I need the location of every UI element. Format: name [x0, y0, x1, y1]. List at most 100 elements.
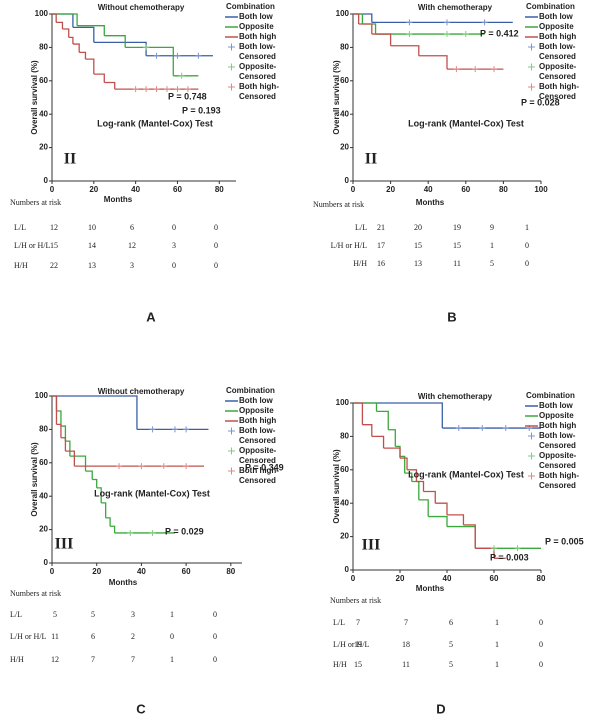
- panel-label: D: [436, 701, 445, 716]
- annotation: P = 0.029: [165, 526, 204, 536]
- survival-step: [423, 490, 436, 504]
- x-axis-label: Months: [104, 195, 133, 204]
- legend-entry: Opposite-Censored: [524, 62, 591, 82]
- legend-entry: Opposite: [224, 406, 291, 416]
- risk-count: 0: [213, 610, 217, 619]
- legend-entry: Both high: [524, 421, 591, 431]
- legend-entry: Opposite: [524, 22, 591, 32]
- legend-entry: Opposite-Censored: [224, 446, 291, 466]
- survival-step: [52, 13, 57, 23]
- legend-swatch: [225, 410, 238, 412]
- legend-entry: Opposite: [224, 22, 291, 32]
- risk-count: 9: [490, 223, 494, 232]
- y-tick-label: 60: [340, 465, 349, 474]
- risk-count: 13: [88, 261, 96, 270]
- y-tick-label: 20: [39, 143, 48, 152]
- censor-mark: [174, 86, 181, 93]
- survival-step: [110, 525, 116, 533]
- survival-step: [418, 55, 448, 70]
- survival-step: [407, 469, 418, 482]
- survival-step: [79, 51, 87, 60]
- chart-title: Without chemotherapy: [98, 3, 185, 12]
- legend-swatch: [528, 83, 535, 91]
- legend-label: Opposite: [239, 406, 274, 415]
- survival-step: [400, 457, 408, 470]
- y-tick-label: 20: [39, 525, 48, 534]
- risk-count: 1: [170, 655, 174, 664]
- panel-label: C: [136, 701, 146, 716]
- x-tick-label: 0: [351, 574, 356, 583]
- legend-label: Opposite-Censored: [239, 62, 277, 81]
- legend-entry: Both low-Censored: [224, 426, 291, 446]
- legend-swatch: [225, 36, 238, 38]
- legend-entry: Both low: [224, 12, 291, 22]
- chart-title: With chemotherapy: [418, 392, 493, 401]
- survival-step: [371, 435, 385, 449]
- x-tick-label: 80: [226, 567, 235, 576]
- survival-step: [353, 13, 364, 25]
- x-tick-label: 20: [92, 567, 101, 576]
- risk-count: 11: [51, 632, 59, 641]
- censor-mark: [183, 426, 190, 433]
- survival-step: [353, 402, 378, 412]
- x-tick-label: 80: [499, 185, 508, 194]
- legend-entry: Both high-Censored: [524, 471, 591, 491]
- survival-step: [362, 23, 377, 35]
- legend-label: Both low-Censored: [539, 42, 576, 61]
- legend: Combination Both low Opposite Both high Both…: [524, 391, 591, 491]
- legend-entry: Both low-Censored: [524, 431, 591, 451]
- y-tick-label: 60: [39, 76, 48, 85]
- risk-count: 5: [449, 640, 453, 649]
- annotation: Log-rank (Mantel-Cox) Test: [94, 488, 210, 498]
- legend-entry: Opposite-Censored: [224, 62, 291, 82]
- panel-label: A: [146, 309, 156, 324]
- censor-mark: [132, 86, 139, 93]
- risk-count: 15: [453, 241, 461, 250]
- survival-step: [65, 440, 71, 457]
- y-axis-label: Overall survival (%): [332, 449, 341, 524]
- x-tick-label: 0: [50, 567, 55, 576]
- legend-symbol: [228, 447, 235, 455]
- risk-count: 1: [495, 660, 499, 669]
- legend-label: Both high: [239, 32, 277, 41]
- annotation: P = 0.748: [168, 91, 207, 101]
- x-tick-label: 80: [537, 574, 546, 583]
- x-tick-label: 60: [182, 567, 191, 576]
- risk-count: 5: [91, 610, 95, 619]
- risk-count: 6: [449, 618, 453, 627]
- risk-row-label: L/H or H/L: [10, 632, 47, 641]
- y-axis-label: Overall survival (%): [332, 60, 341, 135]
- legend-entry: Both low-Censored: [224, 42, 291, 62]
- censor-mark: [491, 66, 497, 73]
- risk-count: 15: [50, 241, 58, 250]
- legend-title: Combination: [226, 386, 275, 395]
- legend-entry: Both low: [224, 396, 291, 406]
- risk-count: 12: [51, 655, 59, 664]
- legend-label: Both high-Censored: [239, 82, 279, 101]
- annotation: P = 0.349: [245, 462, 284, 472]
- y-tick-label: 80: [39, 43, 48, 52]
- censor-mark: [462, 31, 469, 38]
- risk-count: 18: [402, 640, 410, 649]
- legend-swatch: [525, 415, 538, 417]
- legend-swatch: [228, 447, 235, 455]
- legend-label: Both high-Censored: [539, 82, 579, 101]
- x-tick-label: 80: [215, 185, 224, 194]
- censor-mark: [153, 86, 160, 93]
- survival-step: [388, 429, 396, 447]
- censor-mark: [143, 44, 150, 51]
- legend-label: Opposite-Censored: [539, 62, 577, 81]
- risk-count: 0: [172, 261, 176, 270]
- y-tick-label: 0: [345, 565, 350, 574]
- y-tick-label: 60: [340, 76, 349, 85]
- survival-step: [52, 395, 58, 412]
- legend-swatch: [225, 16, 238, 18]
- y-tick-label: 80: [340, 432, 349, 441]
- legend-label: Both low: [239, 396, 273, 405]
- censor-mark: [491, 545, 497, 552]
- y-tick-label: 100: [336, 9, 350, 18]
- risk-count: 5: [490, 259, 494, 268]
- annotation: P = 0.003: [490, 552, 529, 562]
- legend-label: Opposite: [539, 411, 574, 420]
- survival-step: [447, 514, 465, 525]
